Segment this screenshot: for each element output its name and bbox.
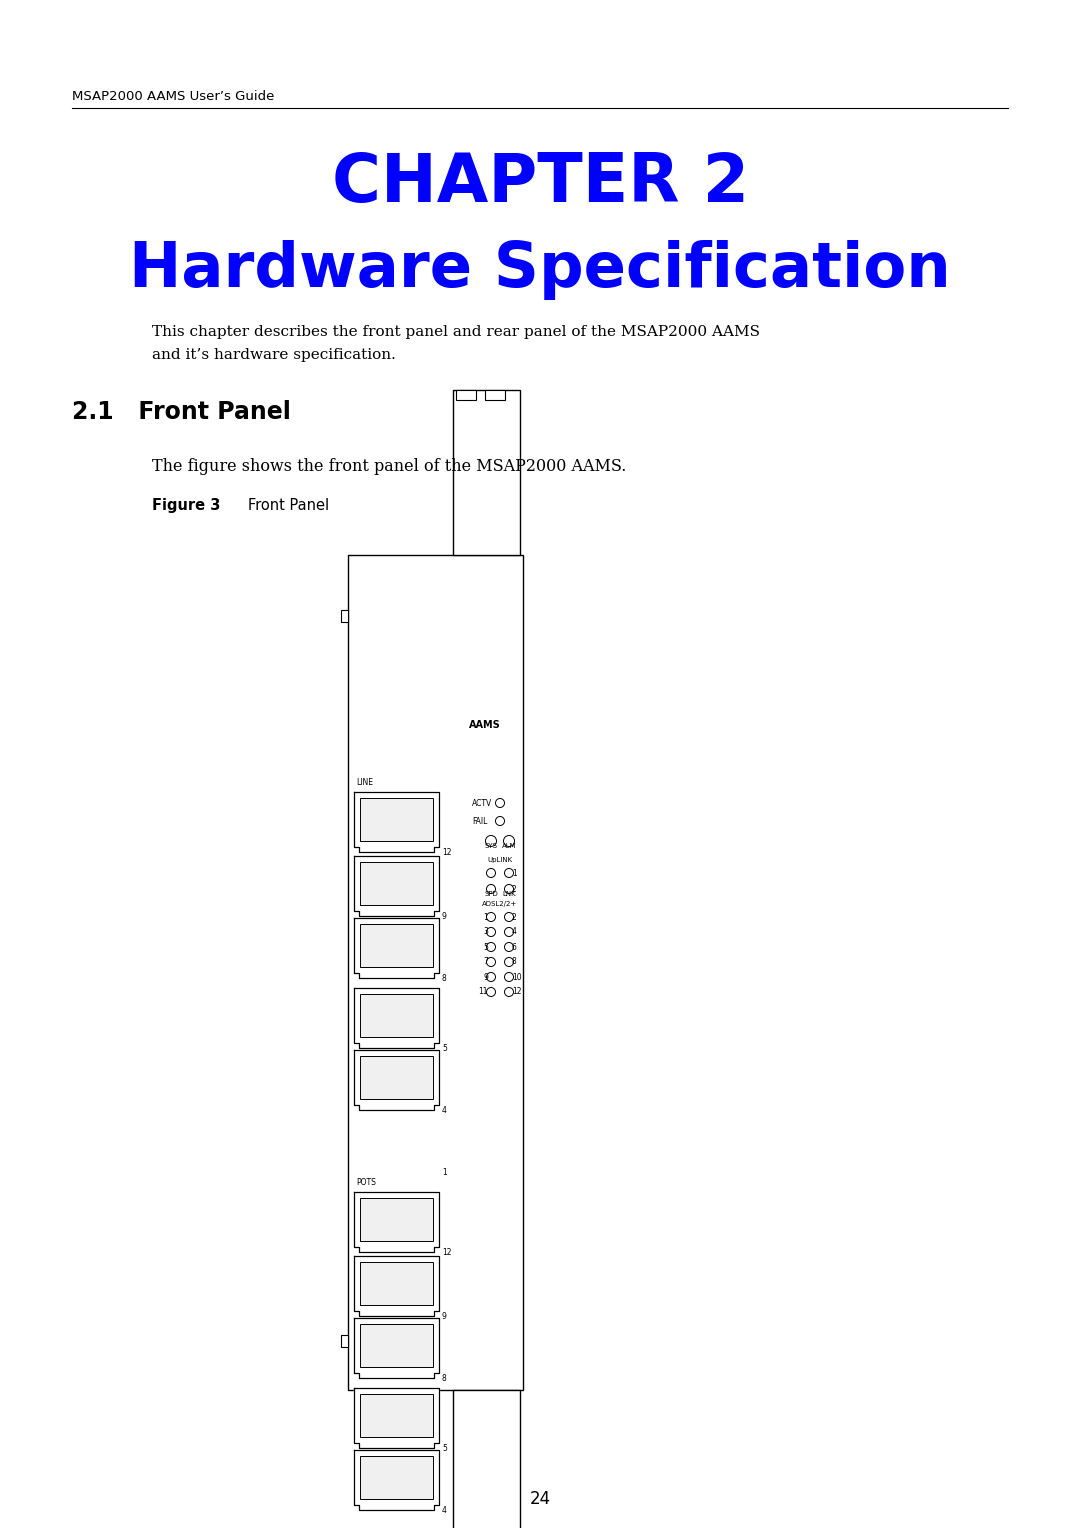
Bar (348, 555, 523, 1390)
Circle shape (486, 972, 496, 981)
Bar (360, 924, 433, 967)
Text: 3: 3 (483, 927, 488, 937)
Circle shape (504, 972, 513, 981)
Bar (453, 1390, 519, 1528)
Text: 1: 1 (442, 1167, 447, 1177)
Circle shape (496, 799, 504, 807)
Text: 4: 4 (442, 1106, 447, 1115)
Polygon shape (354, 1050, 438, 1109)
Text: SYS: SYS (485, 842, 498, 848)
Text: 2: 2 (512, 912, 516, 921)
Text: 1: 1 (512, 868, 516, 877)
Bar (360, 995, 433, 1038)
Text: POTS: POTS (356, 1178, 376, 1187)
Circle shape (504, 885, 513, 894)
Text: 6: 6 (512, 943, 517, 952)
Polygon shape (354, 1256, 438, 1316)
Text: 24: 24 (529, 1490, 551, 1508)
Polygon shape (354, 1387, 438, 1449)
Bar (360, 1056, 433, 1099)
Text: 4: 4 (442, 1507, 447, 1514)
Text: SPD: SPD (484, 891, 498, 897)
Polygon shape (354, 856, 438, 915)
Text: 12: 12 (512, 987, 522, 996)
Bar (341, 610, 348, 622)
Text: 9: 9 (442, 912, 447, 921)
Text: 8: 8 (442, 973, 447, 983)
Text: ACTV: ACTV (472, 799, 492, 807)
Circle shape (504, 943, 513, 952)
Circle shape (486, 912, 496, 921)
Text: 2: 2 (512, 885, 516, 894)
Polygon shape (354, 1319, 438, 1378)
Text: 1: 1 (483, 912, 488, 921)
Text: 4: 4 (512, 927, 517, 937)
Polygon shape (354, 1450, 438, 1510)
Text: ADSL2/2+: ADSL2/2+ (483, 902, 517, 908)
Circle shape (504, 958, 513, 967)
Text: 8: 8 (512, 958, 516, 967)
Text: 5: 5 (483, 943, 488, 952)
Text: 5: 5 (442, 1444, 447, 1453)
Text: 12: 12 (442, 848, 451, 857)
Bar (456, 390, 476, 400)
Text: The figure shows the front panel of the MSAP2000 AAMS.: The figure shows the front panel of the … (152, 458, 626, 475)
Circle shape (504, 927, 513, 937)
Text: Hardware Specification: Hardware Specification (130, 240, 950, 299)
Circle shape (504, 987, 513, 996)
Text: AAMS: AAMS (469, 720, 501, 730)
Bar (341, 1335, 348, 1348)
Bar (453, 390, 519, 555)
Polygon shape (354, 989, 438, 1048)
Text: 12: 12 (442, 1248, 451, 1258)
Text: 7: 7 (483, 958, 488, 967)
Bar (360, 862, 433, 905)
Circle shape (486, 885, 496, 894)
Text: ALM: ALM (502, 842, 516, 848)
Bar (360, 1456, 433, 1499)
Text: and it’s hardware specification.: and it’s hardware specification. (152, 348, 396, 362)
Text: 10: 10 (512, 972, 522, 981)
Text: 9: 9 (483, 972, 488, 981)
Text: UpLINK: UpLINK (487, 857, 513, 863)
Text: This chapter describes the front panel and rear panel of the MSAP2000 AAMS: This chapter describes the front panel a… (152, 325, 760, 339)
Bar (360, 1262, 433, 1305)
Text: 8: 8 (442, 1374, 447, 1383)
Bar (360, 798, 433, 840)
Text: 11: 11 (478, 987, 488, 996)
Bar (360, 1394, 433, 1436)
Text: FAIL: FAIL (472, 816, 487, 825)
Bar (360, 1323, 433, 1368)
Bar (485, 390, 505, 400)
Circle shape (486, 868, 496, 877)
Text: 5: 5 (442, 1044, 447, 1053)
Text: Figure 3: Figure 3 (152, 498, 220, 513)
Text: 2.1   Front Panel: 2.1 Front Panel (72, 400, 291, 423)
Polygon shape (354, 792, 438, 853)
Text: LINE: LINE (356, 778, 373, 787)
Circle shape (504, 912, 513, 921)
Bar (360, 1198, 433, 1241)
Circle shape (486, 987, 496, 996)
Text: 9: 9 (442, 1313, 447, 1322)
Circle shape (503, 836, 514, 847)
Text: MSAP2000 AAMS User’s Guide: MSAP2000 AAMS User’s Guide (72, 90, 274, 102)
Text: LNK: LNK (502, 891, 516, 897)
Circle shape (486, 943, 496, 952)
Circle shape (486, 927, 496, 937)
Polygon shape (354, 1192, 438, 1251)
Text: CHAPTER 2: CHAPTER 2 (332, 150, 748, 215)
Circle shape (486, 836, 497, 847)
Circle shape (486, 958, 496, 967)
Circle shape (496, 816, 504, 825)
Circle shape (504, 868, 513, 877)
Text: Front Panel: Front Panel (248, 498, 329, 513)
Polygon shape (354, 918, 438, 978)
